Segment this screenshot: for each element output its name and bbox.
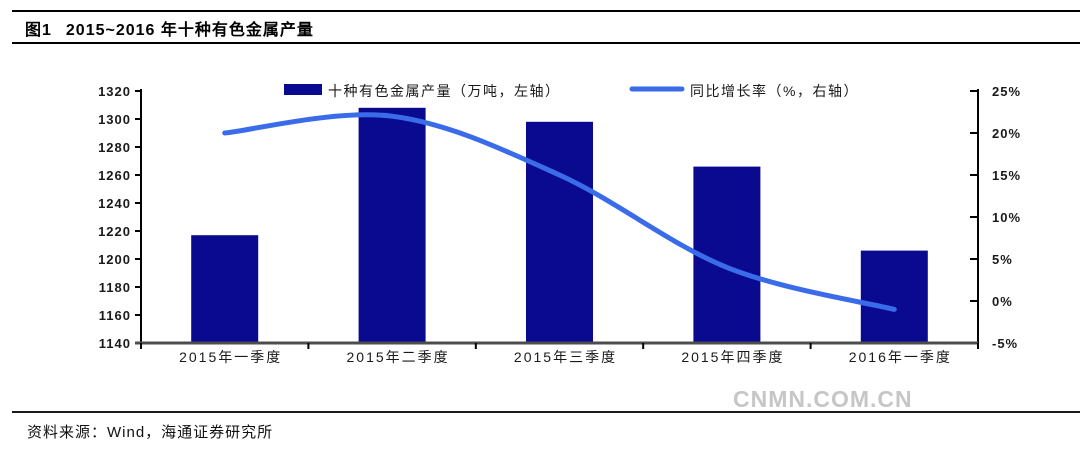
legend-bar-swatch [284,84,322,95]
left-axis-tick-label: 1320 [98,84,131,99]
right-axis-tick-label: 0% [992,294,1013,309]
right-axis-tick-label: -5% [992,336,1018,351]
x-axis-category-label: 2015年四季度 [681,349,784,365]
left-axis-tick-label: 1280 [98,140,131,155]
left-axis-tick-label: 1200 [98,252,131,267]
left-axis-tick-label: 1240 [98,196,131,211]
title-divider [12,42,1080,44]
source-note: 资料来源：Wind，海通证券研究所 [27,424,274,441]
x-axis-category-label: 2016年一季度 [849,349,952,365]
left-axis-tick-label: 1220 [98,224,131,239]
x-axis-category-label: 2015年三季度 [514,349,617,365]
bottom-divider [12,411,1080,413]
left-axis-tick-label: 1300 [98,112,131,127]
left-axis-tick-label: 1160 [99,308,131,323]
x-axis-category-label: 2015年一季度 [179,349,282,365]
left-axis-tick-label: 1260 [98,168,131,183]
figure-title-text: 2015~2016 年十种有色金属产量 [65,22,314,39]
watermark: CNMN.COM.CN [733,386,913,412]
top-divider [12,10,1080,12]
growth-rate-line [222,112,897,312]
legend-line-label: 同比增长率（%，右轴） [690,83,859,99]
right-axis-tick-label: 25% [992,84,1021,99]
bar-2016年一季度 [860,250,928,343]
right-axis-tick-label: 5% [992,252,1013,267]
right-axis-tick-label: 10% [992,210,1021,225]
left-axis-tick-label: 1140 [99,336,131,351]
right-axis-tick-label: 15% [992,168,1021,183]
x-axis-category-label: 2015年二季度 [347,349,450,365]
right-axis-tick-label: 20% [992,126,1021,141]
legend-bar-label: 十种有色金属产量（万吨，左轴） [328,83,561,99]
left-axis-tick-label: 1180 [99,280,131,295]
figure-title: 图1 2015~2016 年十种有色金属产量 [25,16,314,40]
figure-label: 图1 [25,22,52,39]
bar-2015年二季度 [358,107,426,343]
bar-2015年三季度 [526,121,593,343]
bar-2015年一季度 [191,235,259,343]
